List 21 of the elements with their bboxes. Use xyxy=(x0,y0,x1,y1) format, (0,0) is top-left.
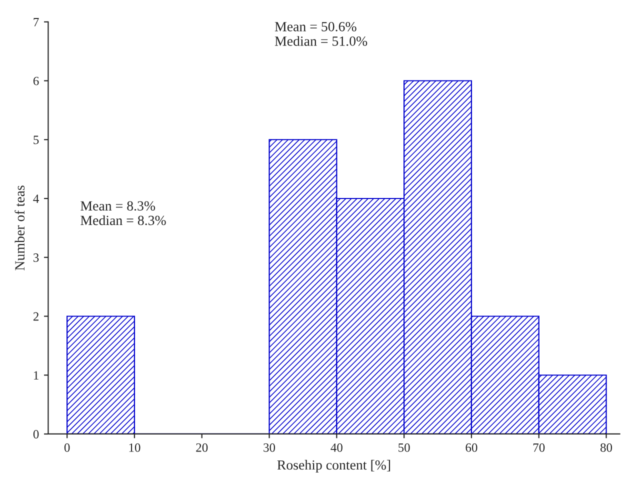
x-axis-title: Rosehip content [%] xyxy=(277,460,390,473)
x-tick-label: 60 xyxy=(466,443,478,452)
y-tick-label: 2 xyxy=(33,312,38,321)
x-tick-label: 70 xyxy=(533,443,545,452)
x-tick-label: 80 xyxy=(600,443,612,452)
y-tick-label: 6 xyxy=(33,76,39,86)
y-tick-label: 5 xyxy=(34,136,39,144)
y-tick-label: 0 xyxy=(33,430,39,438)
y-tick-label: 4 xyxy=(33,194,39,203)
x-tick-label: 40 xyxy=(330,443,342,452)
y-tick-label: 3 xyxy=(34,253,39,262)
y-tick-label: 7 xyxy=(34,18,39,26)
annotation: Mean = 8.3% Median = 8.3% xyxy=(80,201,166,226)
y-tick-label: 1 xyxy=(34,371,38,380)
x-tick-label: 50 xyxy=(398,443,410,452)
x-tick-label: 30 xyxy=(264,443,276,452)
x-tick-label: 10 xyxy=(129,443,140,452)
x-tick-label: 0 xyxy=(64,443,70,452)
annotation: Mean = 50.6% Median = 51.0% xyxy=(274,22,368,46)
x-tick-label: 20 xyxy=(196,443,208,452)
y-axis-title: Number of teas xyxy=(14,186,25,270)
